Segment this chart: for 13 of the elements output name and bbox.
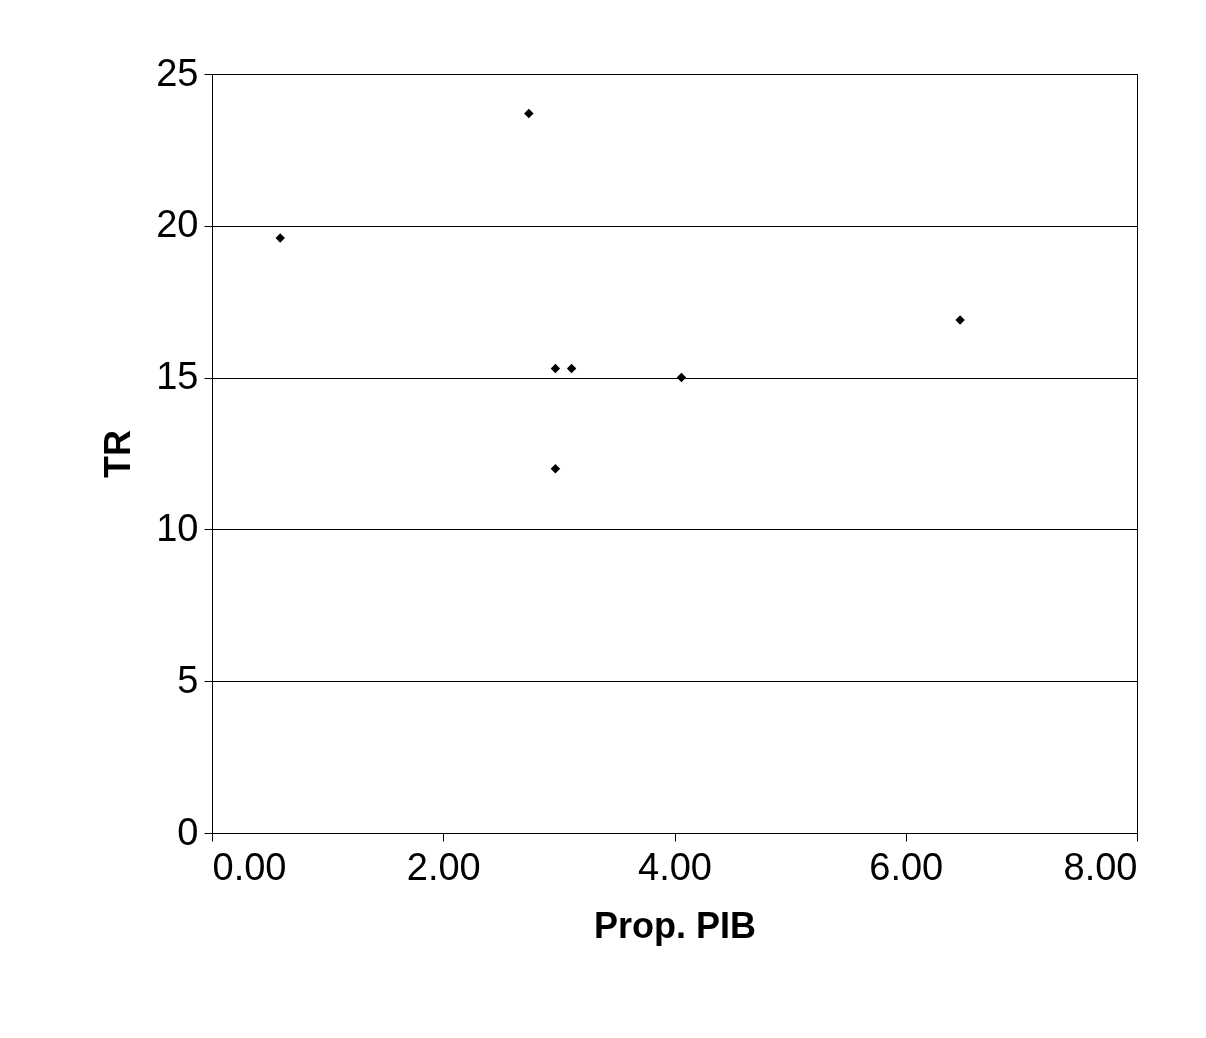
x-tick-label: 4.00	[638, 845, 712, 888]
x-tick-label: 0.00	[212, 845, 287, 888]
y-tick-label: 25	[156, 51, 199, 94]
x-tick-label: 8.00	[1063, 845, 1138, 888]
y-tick-label: 5	[177, 658, 199, 701]
y-tick-label: 10	[156, 506, 199, 549]
x-tick-label: 6.00	[869, 845, 944, 888]
y-axis-title: TR	[97, 430, 139, 478]
y-tick-label: 0	[177, 810, 199, 853]
x-tick-label: 2.00	[406, 845, 481, 888]
y-tick-label: 20	[156, 203, 199, 246]
y-tick-label: 15	[156, 355, 199, 398]
x-axis-title: Prop. PIB	[593, 904, 757, 946]
